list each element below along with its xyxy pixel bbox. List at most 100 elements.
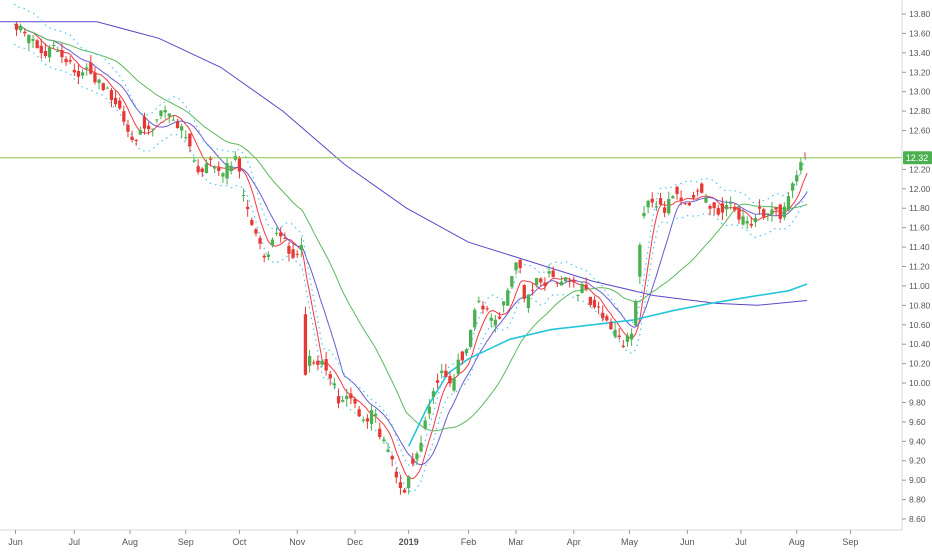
candle-up xyxy=(31,39,35,41)
candle-down xyxy=(60,50,64,58)
candle-up xyxy=(138,130,142,135)
candle-down xyxy=(696,190,700,192)
price-tick-label: 8.80 xyxy=(909,495,926,505)
candle-down xyxy=(262,255,266,258)
candle-up xyxy=(724,205,729,210)
candle-up xyxy=(270,239,275,246)
candle-up xyxy=(52,45,56,46)
candle-down xyxy=(584,284,588,290)
candle-up xyxy=(308,355,312,366)
price-tick-label: 13.20 xyxy=(909,67,931,77)
candle-up xyxy=(151,128,155,130)
ma-line-20 xyxy=(13,23,808,466)
candle-down xyxy=(555,282,559,284)
candle-up xyxy=(155,119,159,121)
candle-down xyxy=(328,374,332,379)
candle-down xyxy=(596,306,601,308)
candle-down xyxy=(316,360,320,365)
price-tick-label: 9.20 xyxy=(909,456,926,466)
candle-up xyxy=(630,333,634,340)
candle-up xyxy=(580,283,584,293)
candle-down xyxy=(402,489,407,493)
candle-up xyxy=(320,361,324,365)
candle-down xyxy=(708,206,712,209)
price-tick-label: 9.80 xyxy=(909,398,926,408)
candle-up xyxy=(654,206,658,208)
time-tick-label: Feb xyxy=(461,537,477,547)
price-axis[interactable]: 8.60 8.80 9.00 9.20 9.40 9.60 9.80 10.00 10.20 10… xyxy=(902,9,931,524)
candle-up xyxy=(613,330,617,337)
candle-down xyxy=(398,482,403,488)
time-tick-label: Jun xyxy=(8,537,23,547)
time-tick-label: Jun xyxy=(680,537,695,547)
candle-up xyxy=(56,50,60,52)
candle-down xyxy=(303,314,308,375)
candle-down xyxy=(349,393,353,399)
candle-up xyxy=(361,419,365,421)
candle-down xyxy=(675,186,679,194)
candle-down xyxy=(43,51,48,56)
candle-down xyxy=(733,206,737,211)
candle-down xyxy=(217,167,221,171)
candle-up xyxy=(105,87,109,89)
price-tick-label: 9.60 xyxy=(909,417,926,427)
candle-down xyxy=(357,409,361,417)
candle-down xyxy=(778,204,782,219)
time-tick-label: Mar xyxy=(508,537,524,547)
candle-up xyxy=(369,410,374,424)
candle-down xyxy=(283,238,287,239)
candle-down xyxy=(130,136,134,140)
candle-up xyxy=(229,165,233,172)
candle-down xyxy=(592,299,597,308)
price-tick-label: 11.20 xyxy=(909,262,930,272)
price-tick-label: 12.20 xyxy=(909,164,931,174)
candle-up xyxy=(241,195,246,196)
candle-up xyxy=(204,163,209,174)
candle-down xyxy=(518,260,522,269)
candle-up xyxy=(770,209,774,215)
candle-up xyxy=(477,300,481,302)
candle-down xyxy=(720,203,725,213)
candle-up xyxy=(506,290,510,306)
candle-up xyxy=(729,202,733,204)
price-tick-label: 11.40 xyxy=(909,242,930,252)
candle-down xyxy=(287,245,291,254)
candle-down xyxy=(448,376,452,384)
candle-down xyxy=(568,281,572,282)
candle-up xyxy=(791,183,795,191)
candle-up xyxy=(473,309,477,328)
candle-up xyxy=(85,67,89,69)
candle-up xyxy=(415,453,419,460)
candle-down xyxy=(336,396,341,404)
time-axis[interactable]: Jun Jul Aug Sep Oct Nov Dec 2019 Feb Mar Apr May Jun… xyxy=(8,530,858,547)
ma-line-10 xyxy=(13,23,808,480)
price-tick-label: 10.40 xyxy=(909,339,931,349)
candle-down xyxy=(76,71,81,77)
candle-down xyxy=(188,133,192,147)
last-price-tag: 12.32 xyxy=(903,151,932,165)
price-tick-label: 11.00 xyxy=(909,281,930,291)
candle-down xyxy=(324,359,328,371)
candle-down xyxy=(539,278,543,283)
candle-up xyxy=(386,449,390,452)
candle-down xyxy=(23,31,27,34)
candle-up xyxy=(345,395,349,399)
candle-down xyxy=(749,223,753,226)
candle-down xyxy=(14,23,19,30)
candle-down xyxy=(93,72,97,83)
candle-down xyxy=(147,125,151,130)
candle-down xyxy=(258,238,262,244)
candle-up xyxy=(646,200,650,208)
price-tick-label: 11.80 xyxy=(909,203,930,213)
price-tick-label: 12.00 xyxy=(909,184,931,194)
time-tick-label: Jul xyxy=(69,537,81,547)
candle-up xyxy=(753,217,758,223)
candle-down xyxy=(485,308,489,310)
candle-down xyxy=(757,206,762,209)
candle-down xyxy=(601,312,605,319)
candle-up xyxy=(419,442,423,451)
candle-up xyxy=(192,160,196,162)
